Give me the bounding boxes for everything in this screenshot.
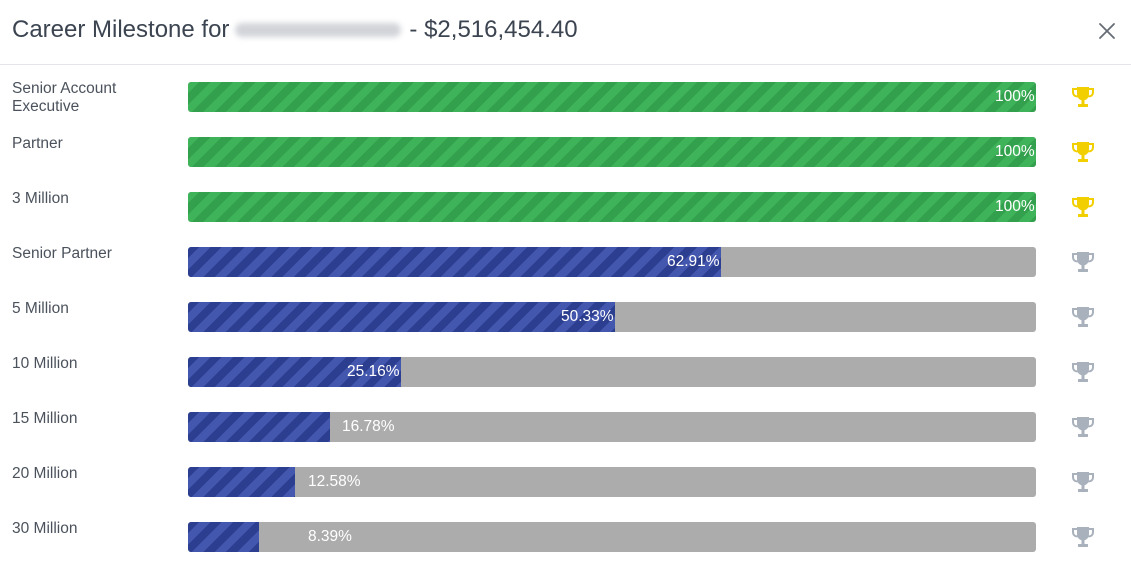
trophy-gold-icon — [1070, 194, 1096, 220]
progress-percent: 100% — [995, 198, 1035, 215]
milestone-label: Senior Partner — [12, 245, 112, 262]
progress-track: 12.58% — [188, 467, 1036, 497]
title-amount: - $2,516,454.40 — [409, 16, 578, 43]
trophy-gold-icon — [1070, 139, 1096, 165]
milestone-label: 3 Million — [12, 190, 69, 207]
progress-fill — [188, 192, 1036, 222]
progress-percent: 100% — [995, 143, 1035, 160]
progress-track: 62.91% — [188, 247, 1036, 277]
milestone-row: Partner 100% — [0, 135, 1131, 169]
trophy-silver-icon — [1070, 304, 1096, 330]
progress-fill — [188, 357, 401, 387]
trophy-silver-icon — [1070, 359, 1096, 385]
milestone-row: 3 Million 100% — [0, 190, 1131, 224]
milestone-row: 30 Million 8.39% — [0, 520, 1131, 554]
milestone-label: Senior Account Executive — [12, 80, 117, 115]
progress-fill — [188, 302, 615, 332]
progress-percent: 8.39% — [308, 528, 352, 545]
progress-fill — [188, 522, 259, 552]
progress-percent: 50.33% — [561, 308, 614, 325]
close-icon[interactable] — [1095, 19, 1119, 43]
trophy-gold-icon — [1070, 84, 1096, 110]
milestone-row: Senior Partner 62.91% — [0, 245, 1131, 279]
progress-track: 100% — [188, 192, 1036, 222]
milestone-row: 15 Million 16.78% — [0, 410, 1131, 444]
trophy-silver-icon — [1070, 249, 1096, 275]
progress-percent: 62.91% — [667, 253, 720, 270]
milestone-row: 5 Million 50.33% — [0, 300, 1131, 334]
milestone-label: 30 Million — [12, 520, 78, 537]
progress-fill — [188, 467, 295, 497]
milestone-label: 20 Million — [12, 465, 78, 482]
milestone-row: 10 Million 25.16% — [0, 355, 1131, 389]
trophy-silver-icon — [1070, 414, 1096, 440]
modal-header: Career Milestone for - $2,516,454.40 — [0, 0, 1131, 65]
title-prefix: Career Milestone for — [12, 16, 230, 43]
milestone-row: Senior Account Executive 100% — [0, 80, 1131, 115]
milestone-label: 5 Million — [12, 300, 69, 317]
trophy-silver-icon — [1070, 469, 1096, 495]
progress-percent: 25.16% — [347, 363, 400, 380]
progress-track: 100% — [188, 137, 1036, 167]
progress-track: 8.39% — [188, 522, 1036, 552]
milestone-label: Partner — [12, 135, 63, 152]
progress-fill — [188, 137, 1036, 167]
progress-percent: 16.78% — [342, 418, 395, 435]
redacted-name — [235, 23, 402, 37]
progress-track: 50.33% — [188, 302, 1036, 332]
milestone-row: 20 Million 12.58% — [0, 465, 1131, 499]
trophy-silver-icon — [1070, 524, 1096, 550]
progress-track: 100% — [188, 82, 1036, 112]
progress-track: 25.16% — [188, 357, 1036, 387]
progress-fill — [188, 412, 330, 442]
milestone-label: 10 Million — [12, 355, 78, 372]
progress-track: 16.78% — [188, 412, 1036, 442]
modal-title: Career Milestone for - $2,516,454.40 — [12, 16, 578, 44]
milestone-label: 15 Million — [12, 410, 78, 427]
progress-fill — [188, 82, 1036, 112]
progress-percent: 12.58% — [308, 473, 361, 490]
progress-percent: 100% — [995, 88, 1035, 105]
progress-fill — [188, 247, 721, 277]
